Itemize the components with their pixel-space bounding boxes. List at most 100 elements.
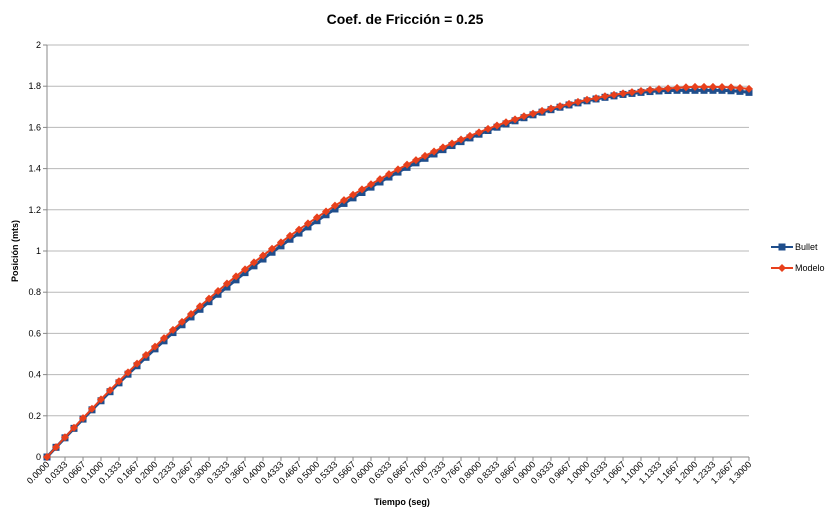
data-point-modelo [124, 368, 132, 377]
series-line [45, 88, 750, 459]
data-point-modelo [114, 377, 123, 386]
data-point-modelo [286, 231, 294, 240]
data-point-modelo [367, 180, 375, 189]
data-point-modelo [79, 414, 88, 423]
data-point-modelo [222, 279, 231, 288]
data-point-modelo [546, 104, 555, 113]
data-point-modelo [187, 310, 196, 319]
data-point-modelo [214, 286, 223, 295]
data-point-modelo [735, 84, 744, 93]
series-layer [43, 82, 753, 461]
data-point-modelo [70, 423, 78, 432]
data-point-modelo [241, 265, 250, 274]
data-point-modelo [303, 219, 312, 228]
data-point-modelo [745, 84, 753, 93]
data-point-modelo [448, 139, 456, 148]
series-modelo [43, 82, 753, 461]
data-point-modelo [268, 244, 277, 253]
series-line [46, 85, 750, 458]
data-point-modelo [654, 85, 663, 94]
data-point-modelo [565, 99, 574, 108]
data-point-modelo [600, 92, 609, 101]
series-bullet [43, 86, 753, 461]
data-point-modelo [133, 359, 142, 368]
data-point-modelo [313, 213, 321, 222]
data-point-modelo [475, 128, 483, 137]
data-point-modelo [718, 83, 726, 92]
data-point-modelo [411, 156, 420, 165]
data-point-modelo [97, 395, 105, 404]
y-tick-label: 1.4 [28, 164, 41, 174]
y-tick-label: 1 [36, 246, 41, 256]
data-point-modelo [322, 207, 331, 216]
data-point-modelo [151, 342, 159, 351]
data-point-modelo [376, 175, 385, 184]
data-point-modelo [627, 88, 636, 97]
data-point-modelo [511, 115, 520, 124]
data-point-modelo [106, 386, 115, 395]
gridlines [46, 44, 749, 458]
data-point-modelo [519, 112, 528, 121]
data-point-modelo [349, 190, 358, 199]
data-point-modelo [492, 121, 501, 130]
legend-label: Bullet [795, 242, 818, 252]
y-tick-label: 0.6 [28, 328, 41, 338]
legend-item-modelo: Modelo [771, 263, 825, 273]
y-tick-label: 0 [36, 452, 41, 462]
chart-title: Coef. de Fricción = 0.25 [327, 11, 484, 27]
data-point-modelo [330, 201, 339, 210]
data-point-modelo [421, 151, 429, 160]
data-point-modelo [52, 443, 61, 452]
data-point-modelo [457, 135, 466, 144]
legend: Bullet Modelo [771, 242, 825, 273]
data-point-modelo [394, 165, 402, 174]
data-point-modelo [276, 238, 285, 247]
data-point-modelo [610, 90, 618, 99]
data-point-modelo [438, 143, 447, 152]
data-point-modelo [637, 86, 645, 95]
data-point-modelo [465, 131, 474, 140]
data-point-modelo [673, 83, 682, 92]
data-point-modelo [583, 95, 591, 104]
data-point-modelo [484, 124, 493, 133]
legend-marker-square [778, 243, 786, 251]
data-point-modelo [195, 302, 204, 311]
data-point-modelo [573, 97, 582, 106]
y-axis-ticks: 0 0.2 0.4 0.6 0.8 1 1.2 1.4 1.6 1.8 2 [28, 40, 47, 462]
data-point-modelo [502, 118, 510, 127]
data-point-modelo [178, 317, 186, 326]
data-point-modelo [727, 83, 736, 92]
data-point-modelo [403, 160, 412, 169]
y-tick-label: 0.4 [28, 370, 41, 380]
data-point-modelo [295, 225, 304, 234]
data-point-modelo [168, 325, 177, 334]
data-point-modelo [43, 453, 51, 461]
legend-item-bullet: Bullet [771, 242, 818, 252]
data-point-modelo [538, 106, 547, 115]
y-tick-label: 1.8 [28, 81, 41, 91]
y-tick-label: 0.2 [28, 411, 41, 421]
data-point-modelo [160, 334, 169, 343]
y-tick-label: 1.6 [28, 122, 41, 132]
x-axis-label: Tiempo (seg) [374, 497, 430, 507]
x-axis-ticks: 0.00000.03330.06670.10000.13330.16670.20… [25, 457, 753, 486]
y-tick-label: 2 [36, 40, 41, 50]
data-point-modelo [691, 82, 699, 91]
data-point-modelo [60, 433, 69, 442]
data-point-modelo [529, 109, 537, 118]
y-tick-label: 0.8 [28, 287, 41, 297]
data-point-modelo [340, 196, 348, 205]
data-point-modelo [681, 83, 690, 92]
data-point-modelo [619, 89, 628, 98]
data-point-modelo [646, 85, 655, 94]
legend-label: Modelo [795, 263, 825, 273]
data-point-modelo [141, 351, 150, 360]
data-point-modelo [205, 294, 213, 303]
data-point-modelo [357, 185, 366, 194]
legend-marker-diamond [778, 264, 786, 272]
data-point-modelo [87, 404, 96, 413]
data-point-modelo [430, 147, 439, 156]
data-point-modelo [556, 102, 564, 111]
data-point-modelo [664, 84, 672, 93]
data-point-modelo [232, 272, 240, 281]
